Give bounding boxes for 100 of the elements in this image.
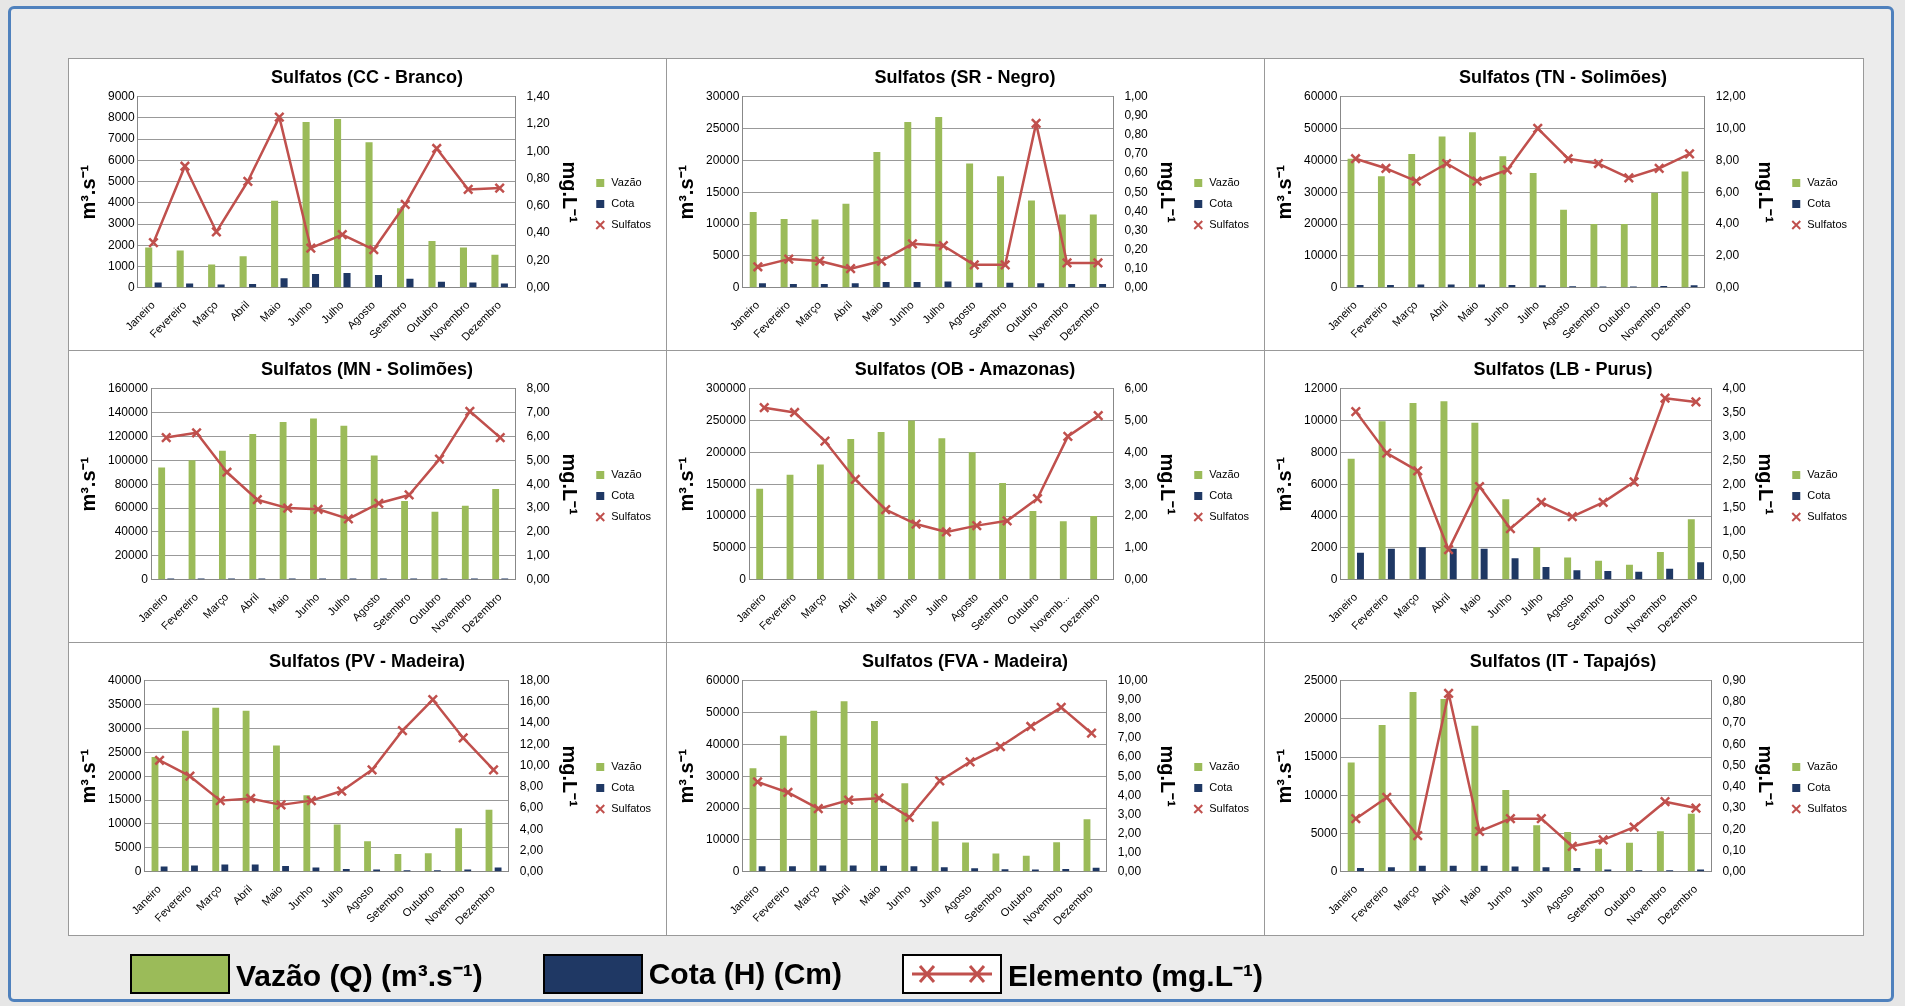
bar — [1687, 813, 1695, 872]
bar — [221, 864, 229, 872]
y2-tick-label: 4,00 — [1715, 216, 1740, 231]
y-tick-label: 40000 — [107, 672, 142, 687]
bar — [1387, 548, 1395, 580]
legend-label: Cota — [1209, 489, 1234, 502]
bar — [208, 264, 216, 288]
y-tick-label: 50000 — [705, 704, 740, 719]
legend-label: Vazão — [611, 176, 642, 189]
chart-title: Sulfatos (FVA - Madeira) — [861, 650, 1069, 671]
legend-label: Vazão — [611, 468, 642, 481]
point — [758, 402, 770, 414]
y2-tick-label: 0,30 — [1124, 222, 1149, 237]
point — [210, 226, 222, 238]
y-tick-label: 30000 — [705, 88, 740, 103]
point — [782, 786, 794, 798]
y-tick-label: 15000 — [107, 792, 142, 807]
bar — [820, 283, 828, 288]
point — [305, 242, 317, 254]
y2-tick-label: 0,20 — [1124, 241, 1149, 256]
point — [1032, 493, 1043, 505]
y-tick-label: 0 — [732, 864, 740, 879]
bar — [218, 450, 226, 580]
legend-label: Sulfatos — [611, 510, 652, 523]
y-tick-label: 0 — [732, 280, 740, 295]
bar — [756, 488, 764, 580]
bar — [1690, 285, 1698, 288]
bar — [908, 420, 915, 580]
point — [1566, 840, 1578, 852]
y-tick-label: 25000 — [1303, 672, 1338, 687]
y2-tick-label: 4,00 — [1117, 787, 1142, 802]
bar — [1480, 865, 1488, 872]
bar — [406, 278, 414, 288]
y-tick-label: 0 — [128, 280, 136, 295]
legend-label: Cota — [1807, 489, 1832, 502]
bar — [1656, 551, 1664, 580]
y-tick-label: 4000 — [107, 195, 136, 210]
bar — [1099, 283, 1107, 288]
bar — [176, 250, 184, 288]
y2-tick-label: 6,00 — [519, 800, 544, 815]
y2-tick-label: 1,00 — [1124, 540, 1149, 555]
y-tick-label: 120000 — [108, 428, 149, 443]
legend-label: Cota — [1807, 781, 1832, 794]
y-tick-label: 10000 — [107, 816, 142, 831]
y-tick-label: 20000 — [705, 152, 740, 167]
y2-tick-label: 0,40 — [1124, 203, 1149, 218]
text: Cota (H) (Cm) — [648, 957, 843, 991]
y-tick-label: 20000 — [107, 768, 142, 783]
y2-tick-label: 2,00 — [1124, 508, 1149, 523]
y-tick-label: 60000 — [705, 672, 740, 687]
bar — [816, 464, 824, 580]
legend-label: Vazão — [1209, 468, 1240, 481]
y2-tick-label: 0,50 — [1722, 548, 1747, 563]
point — [845, 263, 857, 275]
y2-tick-label: 0,00 — [526, 572, 551, 587]
chart-title: Sulfatos (MN - Solimões) — [260, 358, 474, 379]
bar — [1625, 842, 1633, 872]
point — [1062, 430, 1074, 442]
point — [1092, 257, 1104, 269]
y-axis-title: m³.s⁻¹ — [1272, 748, 1295, 804]
y2-tick-label: 1,50 — [1722, 500, 1747, 515]
bar — [1471, 725, 1479, 872]
y2-tick-label: 1,00 — [1722, 524, 1747, 539]
y2-axis-title: mg.L⁻¹ — [559, 745, 582, 808]
bar — [1656, 831, 1664, 872]
y-tick-label: 7000 — [107, 131, 136, 146]
point — [1474, 481, 1485, 493]
bar — [1573, 570, 1581, 580]
point — [242, 175, 254, 187]
bar — [999, 482, 1006, 580]
bar — [1356, 552, 1364, 580]
point — [1443, 544, 1455, 556]
legend-label: Vazão — [1807, 468, 1838, 481]
bar — [968, 452, 976, 580]
point — [373, 497, 385, 509]
bar — [1604, 571, 1612, 580]
bar — [1059, 521, 1067, 580]
bar — [396, 208, 405, 288]
y-tick-label: 10000 — [705, 832, 740, 847]
bar — [424, 853, 432, 872]
bar — [1387, 867, 1395, 872]
y-tick-label: 15000 — [705, 184, 740, 199]
y-tick-label: 60000 — [114, 500, 149, 515]
chart-title: Sulfatos (PV - Madeira) — [268, 650, 466, 671]
bar — [271, 200, 279, 288]
point — [457, 732, 469, 744]
point — [1412, 830, 1424, 842]
bar — [212, 707, 220, 872]
y2-tick-label: 4,00 — [526, 476, 551, 491]
bar — [494, 867, 502, 872]
bar — [1471, 422, 1479, 580]
y2-tick-label: 2,00 — [526, 524, 551, 539]
bar — [1409, 692, 1417, 872]
y2-tick-label: 8,00 — [1117, 711, 1142, 726]
y2-tick-label: 2,00 — [1715, 248, 1740, 263]
bar — [871, 721, 878, 872]
point — [312, 503, 324, 515]
y2-tick-label: 0,90 — [1722, 672, 1747, 687]
bar — [1480, 548, 1488, 580]
bar — [491, 254, 499, 288]
